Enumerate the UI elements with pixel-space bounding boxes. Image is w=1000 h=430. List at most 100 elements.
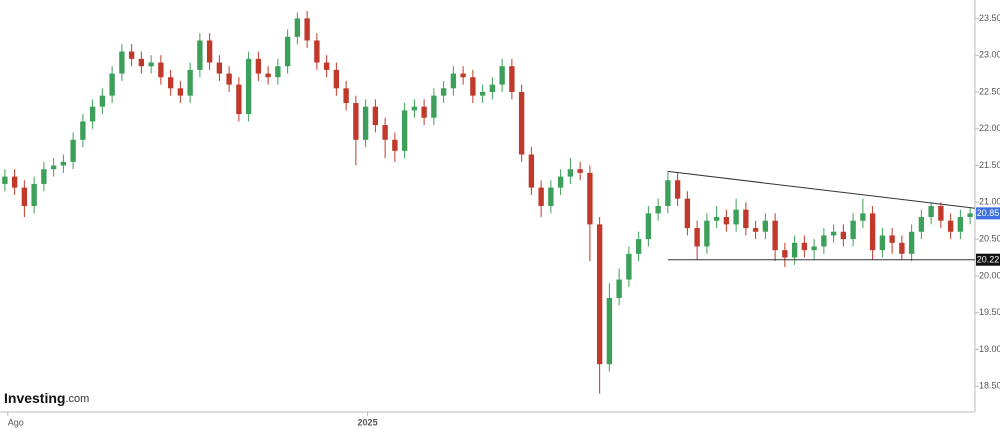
candle-body	[723, 217, 730, 225]
y-tick-label: 22.00	[979, 123, 1000, 133]
candle-body	[275, 66, 281, 78]
candle-body	[752, 228, 759, 232]
candle-body	[89, 106, 96, 122]
candle-body	[362, 106, 369, 140]
candle-body	[109, 73, 115, 96]
candle-body	[908, 231, 915, 254]
candle-body	[518, 91, 525, 155]
candle-body	[606, 297, 613, 365]
candle-body	[265, 73, 271, 78]
candle-body	[860, 213, 866, 221]
candle-body	[791, 242, 798, 258]
candle-body	[128, 51, 135, 59]
candle-body	[138, 58, 145, 67]
y-tick-label: 21.50	[979, 160, 1000, 170]
candle-body	[938, 206, 944, 221]
candle-body	[158, 62, 164, 78]
candle-body	[206, 40, 213, 63]
candle-body	[21, 187, 28, 206]
candle-body	[216, 62, 223, 74]
candle-body	[41, 169, 47, 184]
candle-body	[957, 217, 964, 232]
candle-body	[392, 139, 398, 151]
candle-body	[479, 91, 486, 96]
price-tag-label: 20.85	[977, 208, 1000, 218]
candle-body	[489, 84, 496, 92]
candle-body	[70, 139, 76, 162]
candle-body	[548, 187, 554, 206]
candle-body	[928, 206, 934, 218]
candle-body	[684, 198, 691, 229]
candle-body	[616, 279, 622, 298]
trendline	[667, 170, 976, 209]
y-tick-label: 23.00	[979, 50, 1000, 60]
candle-body	[421, 106, 427, 118]
candle-body	[11, 176, 18, 188]
candle-body	[821, 235, 827, 247]
candle-body	[226, 73, 232, 85]
candle-body	[713, 217, 720, 221]
candle-body	[284, 36, 291, 67]
y-tick-label: 23.50	[979, 13, 1000, 23]
x-tick-label: Ago	[8, 417, 24, 427]
candle-body	[587, 172, 593, 225]
candle-body	[538, 187, 544, 206]
candle-body	[811, 246, 817, 251]
candle-body	[772, 220, 778, 251]
candle-body	[440, 88, 447, 96]
candle-body	[635, 239, 642, 254]
candle-body	[528, 154, 535, 188]
candle-body	[801, 242, 808, 251]
candle-body	[187, 69, 193, 96]
candle-body	[967, 213, 973, 218]
candle-body	[626, 253, 632, 280]
candle-body	[899, 242, 905, 254]
candle-body	[596, 224, 603, 365]
candle-body	[314, 40, 320, 63]
candle-body	[31, 183, 37, 206]
candle-body	[401, 110, 408, 151]
candle-body	[704, 220, 710, 247]
candle-body	[323, 62, 330, 70]
candle-body	[80, 121, 86, 140]
candle-body	[450, 73, 457, 89]
candle-body	[167, 77, 174, 89]
candle-body	[119, 51, 125, 74]
y-tick-label: 18.50	[979, 381, 1000, 391]
candle-body	[674, 180, 681, 199]
candle-body	[294, 18, 301, 37]
candle-body	[830, 231, 837, 236]
candle-body	[869, 213, 876, 251]
candle-body	[333, 69, 340, 89]
candle-body	[743, 209, 749, 229]
candle-body	[918, 217, 925, 232]
candle-body	[148, 62, 154, 67]
candle-body	[577, 169, 583, 173]
candle-body	[655, 206, 661, 214]
candle-body	[762, 220, 769, 232]
candle-body	[879, 235, 886, 251]
candle-body	[470, 77, 476, 96]
candle-body	[665, 180, 671, 206]
candle-body	[245, 58, 252, 115]
y-tick-label: 19.00	[979, 344, 1000, 354]
candle-body	[411, 106, 418, 111]
logo: Investing.com	[4, 390, 89, 406]
candle-body	[645, 213, 652, 240]
candle-body	[509, 66, 515, 92]
logo-brand: Investing	[4, 390, 65, 406]
candle-body	[372, 106, 379, 126]
candle-body	[60, 161, 67, 166]
candle-body	[840, 231, 847, 240]
y-tick-label: 20.50	[979, 233, 1000, 243]
candle-body	[431, 95, 437, 118]
y-tick-label: 19.50	[979, 307, 1000, 317]
logo-suffix: .com	[65, 393, 89, 405]
x-tick-label: 2025	[358, 417, 378, 427]
candle-body	[889, 235, 895, 243]
candle-body	[460, 73, 466, 78]
price-tag	[976, 207, 1000, 220]
candle-body	[567, 169, 574, 177]
candle-body	[557, 176, 564, 188]
candle-body	[947, 220, 954, 232]
